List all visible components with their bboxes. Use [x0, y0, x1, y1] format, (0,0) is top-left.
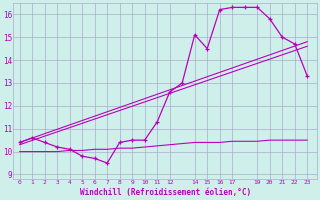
X-axis label: Windchill (Refroidissement éolien,°C): Windchill (Refroidissement éolien,°C)	[80, 188, 251, 197]
